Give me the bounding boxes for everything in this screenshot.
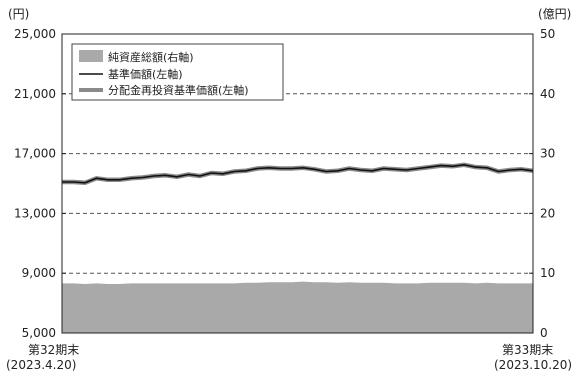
area-layer (62, 281, 533, 333)
line-layer (62, 162, 534, 186)
x-end-label-date: (2023.10.20) (494, 358, 572, 372)
series-nav-line (62, 164, 534, 184)
legend: 純資産総額(右軸) 基準価額(左軸) 分配金再投資基準価額(左軸) (71, 43, 284, 101)
plot-frame (61, 33, 534, 334)
right-axis-unit: (億円) (538, 7, 571, 21)
x-start-label-period: 第32期末 (28, 343, 79, 357)
grid-layer (62, 93, 533, 274)
left-tick-label: 13,000 (14, 206, 56, 220)
left-axis-unit: (円) (8, 7, 29, 21)
right-tick-label: 40 (540, 87, 555, 101)
legend-swatch-net-assets (79, 50, 103, 62)
frame-layer (61, 33, 534, 334)
right-tick-label: 20 (540, 206, 555, 220)
legend-label-nav: 基準価額(左軸) (108, 67, 183, 81)
left-tick-label: 17,000 (14, 147, 56, 161)
series-net-assets-area (62, 281, 533, 333)
left-tick-label: 25,000 (14, 27, 56, 41)
tick-layer: 25,000 21,000 17,000 13,000 9,000 5,000 50 40 30… (14, 27, 555, 340)
x-start-label-date: (2023.4.20) (6, 358, 76, 372)
legend-label-reinvested-nav: 分配金再投資基準価額(左軸) (108, 83, 249, 97)
left-tick-label: 5,000 (22, 326, 56, 340)
left-tick-label: 9,000 (22, 266, 56, 280)
right-tick-label: 0 (540, 326, 548, 340)
left-tick-label: 21,000 (14, 87, 56, 101)
legend-label-net-assets: 純資産総額(右軸) (108, 50, 194, 64)
x-end-label-period: 第33期末 (502, 343, 553, 357)
right-tick-label: 50 (540, 27, 555, 41)
right-tick-label: 30 (540, 147, 555, 161)
legend-box (71, 43, 284, 101)
right-tick-label: 10 (540, 266, 555, 280)
